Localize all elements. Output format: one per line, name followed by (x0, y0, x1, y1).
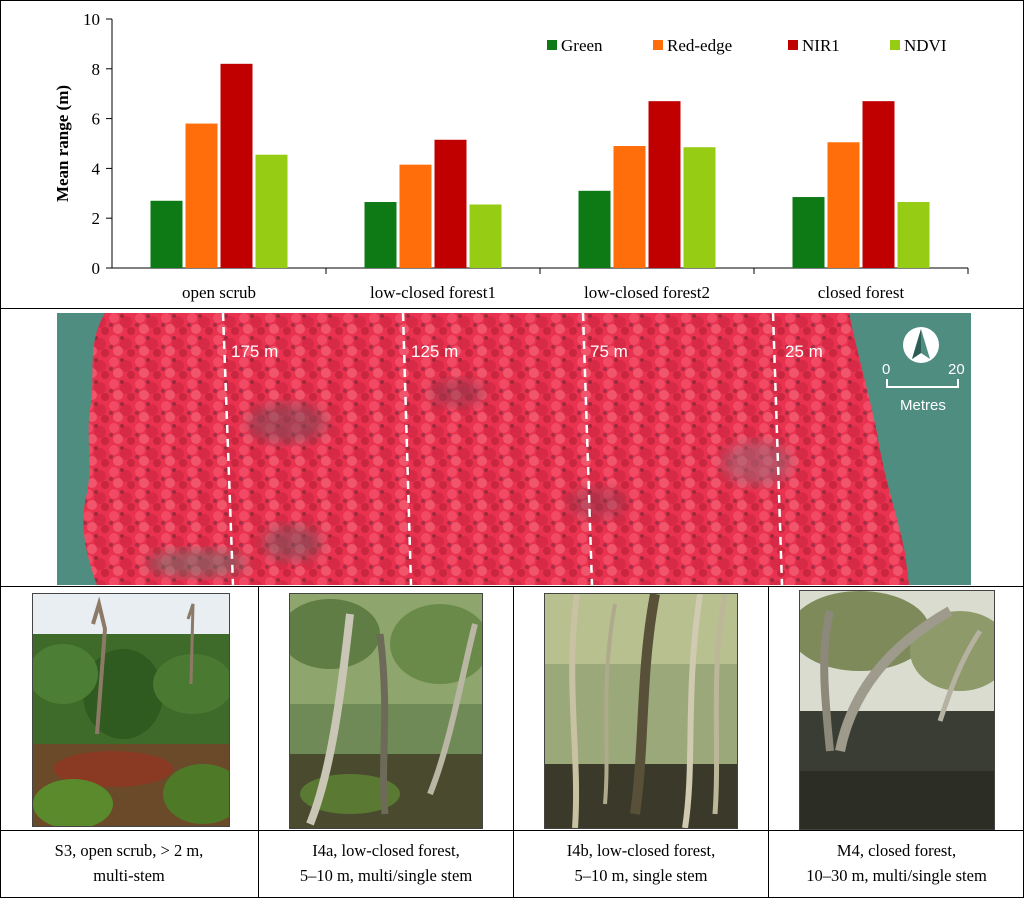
scale-min: 0 (882, 361, 890, 378)
caption-line: I4a, low-closed forest, (312, 841, 460, 860)
caption-line: 5–10 m, single stem (574, 866, 708, 885)
bar (469, 204, 502, 268)
bar (578, 190, 611, 268)
legend-swatch (653, 40, 663, 50)
site-caption-i4b: I4b, low-closed forest, 5–10 m, single s… (514, 838, 768, 888)
bar-chart: 0 2 4 6 8 10 Mean range (m) open scrub low-close… (53, 10, 969, 302)
bar (792, 197, 825, 268)
caption-line: 5–10 m, multi/single stem (299, 866, 473, 885)
bar (434, 139, 467, 268)
x-tick-label: low-closed forest1 (370, 283, 496, 302)
x-tick-label: open scrub (182, 283, 256, 302)
divider (513, 586, 514, 898)
legend-swatch (547, 40, 557, 50)
legend-label: Green (561, 36, 603, 55)
distance-label: 25 m (785, 342, 823, 361)
divider (0, 586, 1024, 587)
bar (399, 164, 432, 268)
low-closed-forest-single-stem-photo (544, 593, 738, 829)
bar (255, 154, 288, 268)
aerial-image: 175 m 125 m 75 m 25 m 0 20 Metres (57, 313, 971, 585)
distance-label: 175 m (231, 342, 278, 361)
legend-swatch (788, 40, 798, 50)
scale-bar: 0 20 Metres (882, 361, 965, 414)
site-caption-m4: M4, closed forest, 10–30 m, multi/single… (769, 838, 1024, 888)
bar (683, 147, 716, 268)
caption-line: 10–30 m, multi/single stem (806, 866, 987, 885)
caption-line: I4b, low-closed forest, (566, 841, 716, 860)
bar (220, 63, 253, 268)
open-scrub-photo (32, 593, 230, 827)
caption-line: M4, closed forest, (836, 841, 957, 860)
y-tick-label: 8 (92, 60, 101, 79)
y-tick-label: 4 (92, 159, 101, 178)
y-tick-label: 10 (83, 10, 100, 29)
bar (150, 200, 183, 268)
bar (862, 101, 895, 268)
divider (0, 830, 1024, 831)
site-caption-s3: S3, open scrub, > 2 m, multi-stem (0, 838, 258, 888)
scale-unit: Metres (900, 397, 946, 414)
legend-swatch (890, 40, 900, 50)
legend-label: NIR1 (802, 36, 840, 55)
y-tick-label: 0 (92, 259, 101, 278)
legend-label: Red-edge (667, 36, 732, 55)
site-caption-i4a: I4a, low-closed forest, 5–10 m, multi/si… (259, 838, 513, 888)
bar (827, 142, 860, 268)
closed-forest-photo (799, 590, 995, 830)
divider (258, 586, 259, 898)
legend-label: NDVI (904, 36, 947, 55)
divider (0, 308, 1024, 309)
bar (185, 123, 218, 268)
caption-line: multi-stem (93, 866, 165, 885)
bar (897, 202, 930, 268)
north-arrow-icon (903, 327, 939, 363)
y-tick-label: 2 (92, 209, 101, 228)
x-tick-label: low-closed forest2 (584, 283, 710, 302)
mangrove-canopy (83, 313, 909, 585)
bar (648, 101, 681, 268)
low-closed-forest-photo (289, 593, 483, 829)
bar (364, 202, 397, 268)
y-tick-label: 6 (92, 110, 101, 129)
transect-markers (221, 313, 784, 585)
caption-line: S3, open scrub, > 2 m, (54, 841, 204, 860)
scale-max: 20 (948, 361, 965, 378)
divider (768, 586, 769, 898)
distance-label: 125 m (411, 342, 458, 361)
distance-label: 75 m (590, 342, 628, 361)
y-axis-label: Mean range (m) (53, 85, 72, 202)
x-tick-label: closed forest (818, 283, 905, 302)
bar (613, 145, 646, 268)
